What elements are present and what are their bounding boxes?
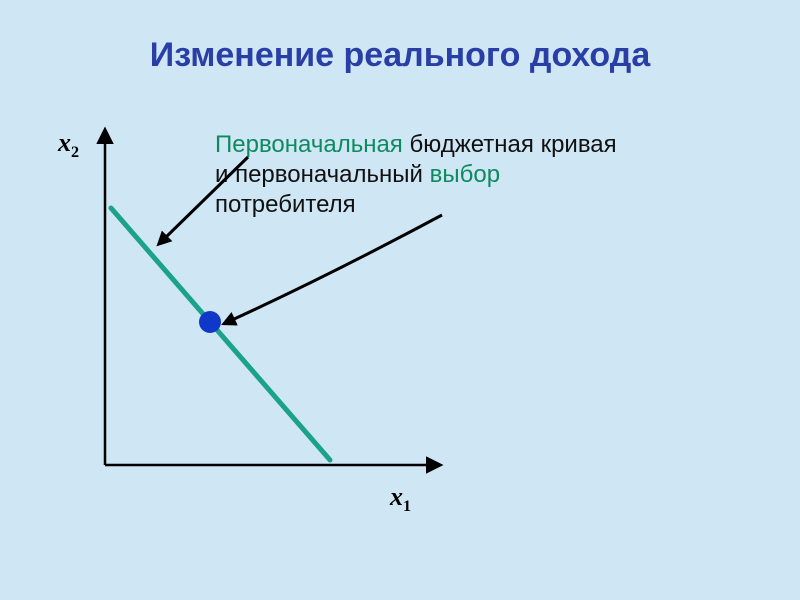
choice-point: [199, 311, 221, 333]
chart-svg: [0, 0, 800, 600]
budget-line: [111, 208, 330, 460]
pointer-to-line: [165, 157, 248, 238]
pointer-to-point: [232, 215, 442, 320]
slide: Изменение реального дохода x2 x1 Первона…: [0, 0, 800, 600]
